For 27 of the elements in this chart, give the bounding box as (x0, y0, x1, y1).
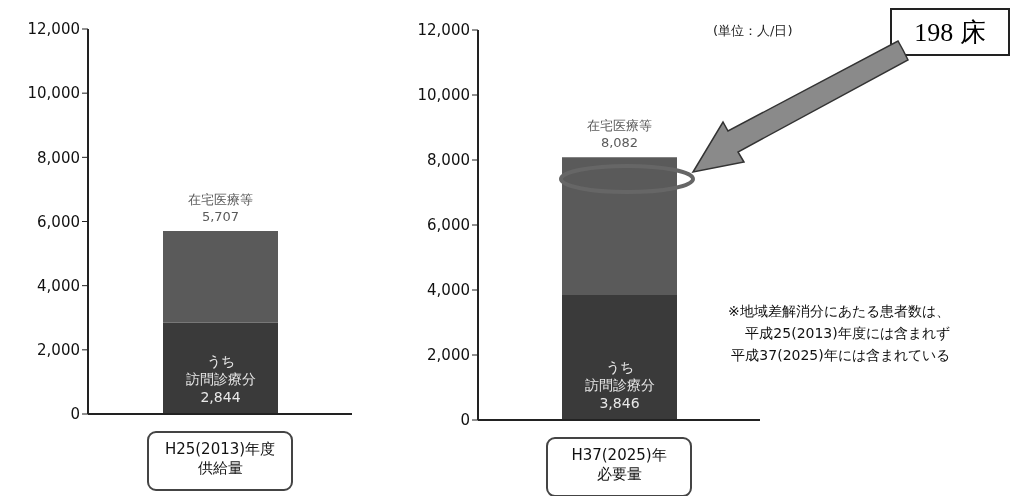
y-tick-label: 4,000 (427, 281, 470, 300)
text: (単位：人/日) (713, 22, 793, 40)
total-label: 8,082 (600, 135, 639, 151)
y-tick-label: 12,000 (417, 21, 470, 40)
x-tick-label: H25(2013)年度供給量 (164, 440, 276, 477)
y-tick-label: 6,000 (427, 216, 470, 235)
series-label: 在宅医療等 (587, 118, 652, 134)
y-tick-label: 4,000 (37, 276, 80, 295)
series-label: 在宅医療等 (188, 191, 253, 207)
text: 198 床 (890, 8, 1010, 56)
y-tick-label: 8,000 (37, 148, 80, 167)
y-tick-label: 2,000 (37, 341, 80, 360)
y-tick-label: 6,000 (37, 212, 80, 231)
x-tick-label: H37(2025)年必要量 (571, 446, 667, 483)
y-tick-label: 10,000 (417, 86, 470, 105)
data-label: 3,846 (599, 395, 640, 411)
y-tick-label: 12,000 (27, 20, 80, 39)
series-label: うち訪問診療分 (185, 353, 256, 387)
series-label: うち訪問診療分 (584, 359, 655, 393)
total-label: 5,707 (201, 208, 240, 224)
text: ※地域差解消分にあたる患者数は、平成25(2013)年度には含まれず平成37(2025)年には含まれている (728, 302, 950, 365)
y-tick-label: 0 (70, 405, 80, 424)
data-label: 2,844 (200, 389, 241, 405)
y-tick-label: 10,000 (27, 84, 80, 103)
y-tick-label: 0 (460, 411, 470, 430)
y-tick-label: 2,000 (427, 346, 470, 365)
y-tick-label: 8,000 (427, 151, 470, 170)
